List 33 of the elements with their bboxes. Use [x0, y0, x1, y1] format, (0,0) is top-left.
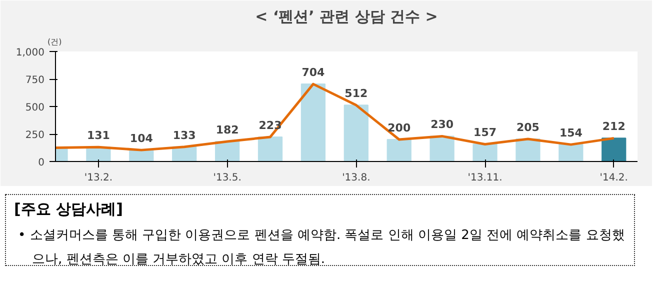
x-tick-label: '13.8.: [342, 172, 370, 184]
bar: [386, 139, 412, 162]
y-tick-label: 0: [38, 158, 45, 168]
data-label: 104: [130, 132, 154, 146]
x-tick-label: '13.2.: [84, 172, 113, 184]
data-label: 212: [602, 120, 626, 134]
x-tick-label: '13.5.: [213, 172, 242, 184]
data-label: 200: [388, 122, 411, 134]
bar: [300, 84, 326, 162]
bar: [258, 136, 283, 162]
data-label: 133: [172, 128, 196, 142]
text: [주요 상담사례]: [14, 199, 124, 220]
y-tick-label: 250: [25, 130, 45, 141]
x-tick-label: '13.11.: [468, 172, 502, 184]
chart-title: < ‘펜션’ 관련 상담 건수 >: [255, 8, 438, 26]
y-tick-label: 750: [25, 75, 45, 86]
x-tick-label: '14.2.: [600, 172, 628, 184]
data-label: 512: [344, 87, 368, 100]
bar: [558, 144, 584, 162]
text: • 소셜커머스를 통해 구입한 이용권으로 펜션을 예약함. 폭설로 인해 이용일 2일 전에 예약취소를 요청했으나, 펜션측은 이를 거부하였고 이후 연락 두절됨.: [17, 227, 626, 270]
data-label: 157: [474, 126, 497, 140]
y-tick-label: 1,000: [16, 48, 45, 58]
bar: [472, 144, 498, 162]
bar: [344, 104, 368, 162]
data-label: 154: [559, 126, 583, 140]
data-label: 704: [302, 66, 326, 80]
data-label: 131: [86, 129, 110, 142]
data-label: 205: [516, 120, 540, 134]
y-axis-title: (건): [48, 38, 62, 46]
data-label: 230: [430, 118, 454, 132]
y-tick-label: 500: [25, 102, 45, 114]
data-label: 182: [216, 123, 239, 136]
bar: [602, 138, 626, 162]
